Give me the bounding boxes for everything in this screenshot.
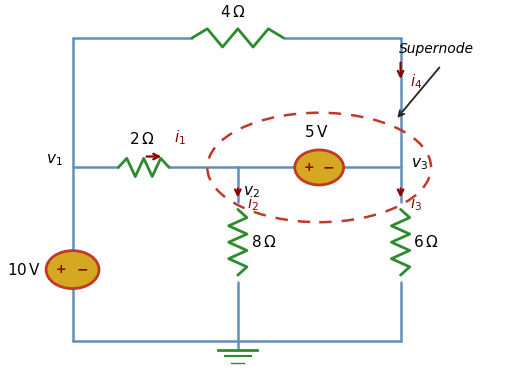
Text: $6\,\Omega$: $6\,\Omega$ [413, 234, 439, 250]
Text: Supernode: Supernode [399, 42, 474, 56]
Text: +: + [56, 263, 67, 276]
Text: $v_2$: $v_2$ [243, 184, 259, 200]
Text: $2\,\Omega$: $2\,\Omega$ [128, 131, 154, 147]
Text: $4\,\Omega$: $4\,\Omega$ [220, 4, 245, 20]
Circle shape [295, 150, 344, 185]
Text: $i_4$: $i_4$ [410, 72, 422, 91]
Text: +: + [303, 161, 314, 174]
Text: $v_1$: $v_1$ [46, 152, 62, 168]
Text: −: − [77, 262, 89, 277]
Text: $i_3$: $i_3$ [410, 195, 422, 213]
Text: $i_1$: $i_1$ [174, 129, 186, 147]
Text: $5\,$V: $5\,$V [304, 124, 329, 140]
Text: $v_3$: $v_3$ [411, 156, 428, 172]
Text: $8\,\Omega$: $8\,\Omega$ [250, 234, 276, 250]
Text: $i_2$: $i_2$ [247, 195, 259, 213]
Circle shape [46, 251, 99, 289]
Text: $10\,$V: $10\,$V [7, 262, 41, 278]
Text: −: − [323, 160, 334, 174]
